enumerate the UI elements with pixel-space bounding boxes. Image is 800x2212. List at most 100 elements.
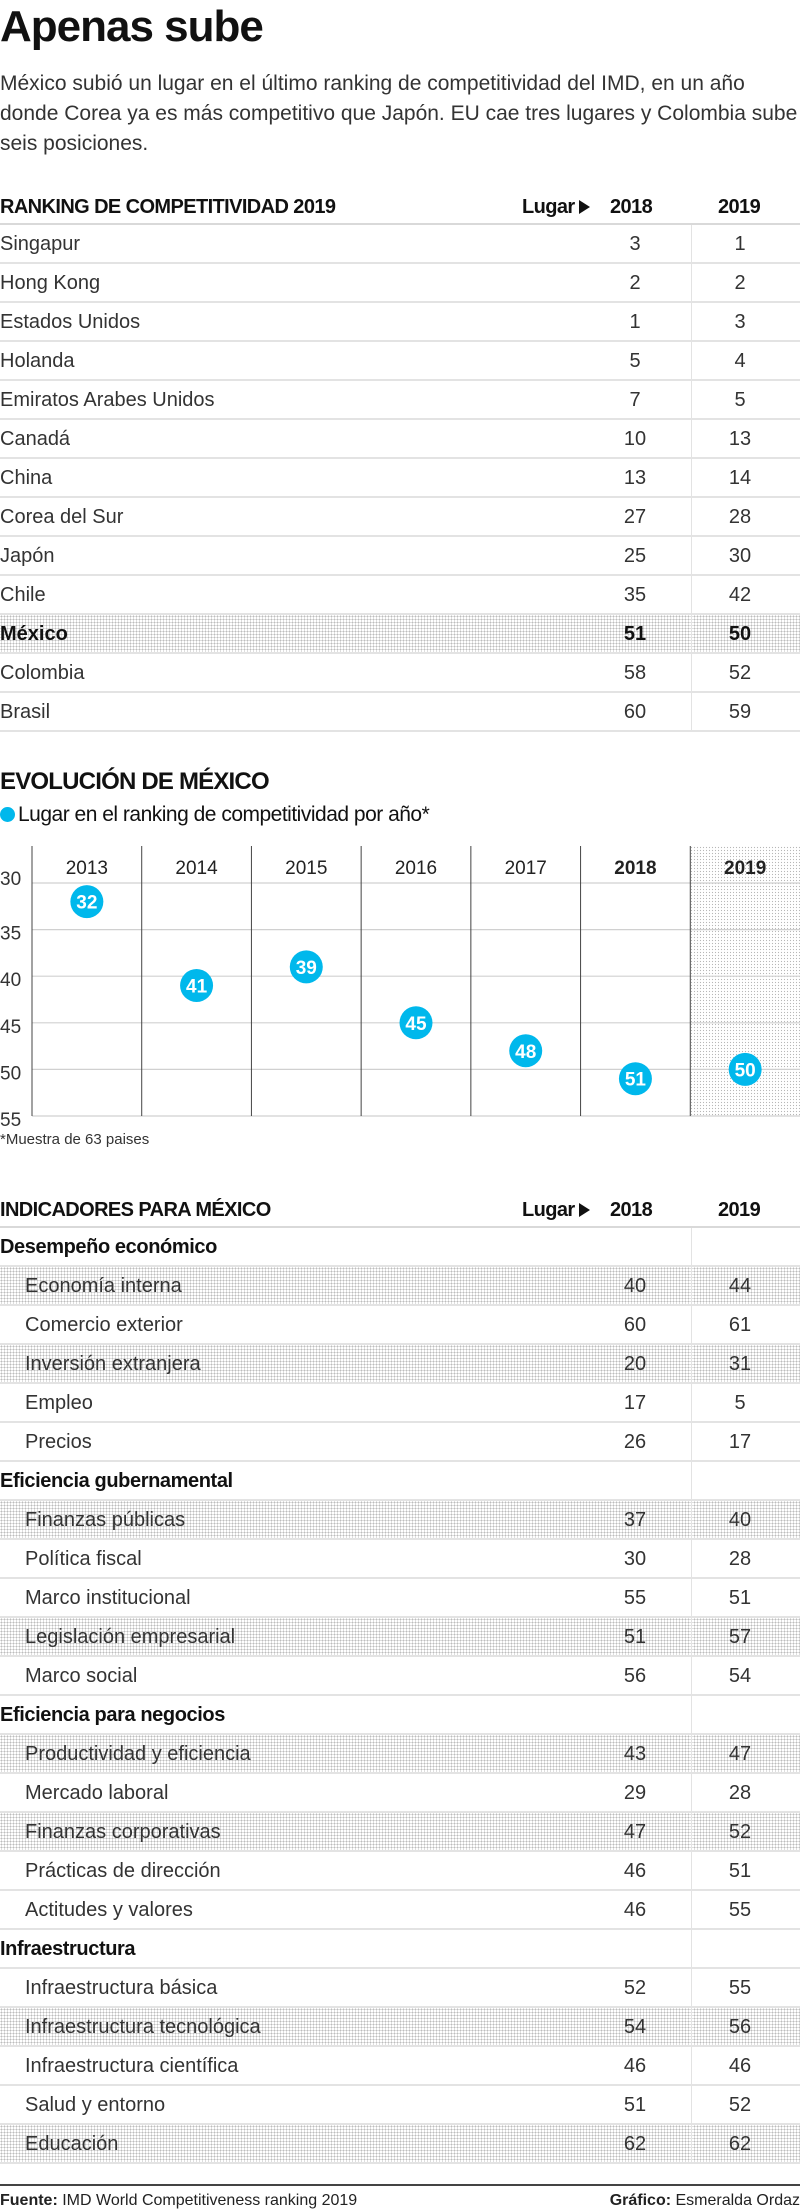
data-label: 50 xyxy=(735,1060,756,1081)
row-label: Educación xyxy=(25,2133,119,2155)
table-row: Corea del Sur 27 28 xyxy=(0,498,800,537)
column-divider xyxy=(691,693,692,730)
table-row: Mercado laboral 29 28 xyxy=(0,1774,800,1813)
row-label: Legislación empresarial xyxy=(25,1626,236,1648)
lugar-label: Lugar xyxy=(522,1199,590,1222)
row-label: Holanda xyxy=(0,350,75,372)
column-divider xyxy=(691,1228,692,1265)
table-row: Finanzas corporativas 47 52 xyxy=(0,1813,800,1852)
row-label: Japón xyxy=(0,545,55,567)
row-label: Eficiencia gubernamental xyxy=(0,1470,233,1492)
row-label: Chile xyxy=(0,584,46,606)
value-2018: 43 xyxy=(623,1743,647,1765)
column-divider xyxy=(691,2086,692,2123)
row-label: Infraestructura científica xyxy=(25,2055,239,2077)
table-row: Economía interna 40 44 xyxy=(0,1267,800,1306)
table-row: Emiratos Arabes Unidos 7 5 xyxy=(0,381,800,420)
table-row: Actitudes y valores 46 55 xyxy=(0,1891,800,1930)
value-2018: 40 xyxy=(623,1275,647,1297)
column-divider xyxy=(691,420,692,457)
source-label: Fuente: xyxy=(0,2192,58,2209)
value-2019: 54 xyxy=(728,1665,752,1687)
y-tick-label: 45 xyxy=(0,1017,21,1038)
value-2018: 7 xyxy=(629,389,641,411)
triangle-right-icon xyxy=(578,1203,590,1217)
value-2019: 51 xyxy=(728,1587,752,1609)
column-divider xyxy=(691,2008,692,2045)
row-label: Infraestructura xyxy=(0,1938,136,1960)
row-label: Brasil xyxy=(0,701,51,723)
chart-legend: Lugar en el ranking de competitividad po… xyxy=(0,803,430,827)
source-text: IMD World Competitiveness ranking 2019 xyxy=(62,2192,358,2209)
value-2018: 51 xyxy=(623,2094,647,2116)
column-divider xyxy=(691,1384,692,1421)
data-label: 45 xyxy=(405,1014,427,1035)
value-2019: 3 xyxy=(734,311,746,333)
column-divider xyxy=(691,1774,692,1811)
value-2018: 35 xyxy=(623,584,647,606)
column-divider xyxy=(691,2125,692,2162)
table-row: Legislación empresarial 51 57 xyxy=(0,1618,800,1657)
row-label: Productividad y eficiencia xyxy=(25,1743,251,1765)
value-2019: 50 xyxy=(728,623,752,645)
value-2019: 62 xyxy=(728,2133,752,2155)
column-divider xyxy=(691,342,692,379)
footer-source: Fuente: IMD World Competitiveness rankin… xyxy=(0,2192,357,2210)
value-2019: 14 xyxy=(728,467,752,489)
page-title: Apenas sube xyxy=(0,2,264,51)
y-tick-label: 35 xyxy=(0,924,21,945)
column-divider xyxy=(691,654,692,691)
table-row: Estados Unidos 1 3 xyxy=(0,303,800,342)
value-2018: 51 xyxy=(623,623,647,645)
data-point xyxy=(289,950,323,984)
row-label: Hong Kong xyxy=(0,272,101,294)
value-2019: 4 xyxy=(734,350,746,372)
category-row: Eficiencia para negocios xyxy=(0,1696,800,1735)
row-label: Finanzas públicas xyxy=(25,1509,186,1531)
row-label: Comercio exterior xyxy=(25,1314,183,1336)
value-2018: 47 xyxy=(623,1821,647,1843)
triangle-right-icon xyxy=(578,200,590,214)
x-tick-label: 2019 xyxy=(724,858,766,879)
value-2018: 13 xyxy=(623,467,647,489)
row-label: Prácticas de dirección xyxy=(25,1860,221,1882)
table-row: Inversión extranjera 20 31 xyxy=(0,1345,800,1384)
value-2019: 47 xyxy=(728,1743,752,1765)
y-tick-label: 55 xyxy=(0,1110,21,1126)
row-label: Salud y entorno xyxy=(25,2094,166,2116)
footer-credit: Gráfico: Esmeralda Ordaz xyxy=(610,2192,800,2210)
row-label: México xyxy=(0,623,68,645)
table-row: Infraestructura científica 46 46 xyxy=(0,2047,800,2086)
table-row: Canadá 10 13 xyxy=(0,420,800,459)
value-2018: 30 xyxy=(623,1548,647,1570)
column-divider xyxy=(691,225,692,262)
column-divider xyxy=(691,1930,692,1967)
value-2019: 28 xyxy=(728,1548,752,1570)
row-label: Mercado laboral xyxy=(25,1782,169,1804)
table-row: Precios 26 17 xyxy=(0,1423,800,1462)
value-2019: 61 xyxy=(728,1314,752,1336)
column-divider xyxy=(691,1306,692,1343)
value-2018: 51 xyxy=(623,1626,647,1648)
row-label: Singapur xyxy=(0,233,81,255)
value-2019: 55 xyxy=(728,1977,752,1999)
value-2019: 28 xyxy=(728,506,752,528)
table-row: Finanzas públicas 37 40 xyxy=(0,1501,800,1540)
value-2019: 57 xyxy=(728,1626,752,1648)
value-2018: 37 xyxy=(623,1509,647,1531)
row-label: Infraestructura tecnológica xyxy=(25,2016,261,2038)
value-2019: 1 xyxy=(734,233,746,255)
evolution-heading: EVOLUCIÓN DE MÉXICO xyxy=(0,768,270,795)
value-2019: 42 xyxy=(728,584,752,606)
row-label: Marco institucional xyxy=(25,1587,191,1609)
col-2019-header: 2019 xyxy=(718,1199,761,1221)
table-row: Holanda 5 4 xyxy=(0,342,800,381)
table-row: Prácticas de dirección 46 51 xyxy=(0,1852,800,1891)
value-2018: 5 xyxy=(629,350,641,372)
column-divider xyxy=(691,537,692,574)
value-2018: 46 xyxy=(623,1860,647,1882)
data-point xyxy=(70,885,104,919)
column-divider xyxy=(691,1657,692,1694)
category-row: Desempeño económico xyxy=(0,1228,800,1267)
row-label: Canadá xyxy=(0,428,71,450)
